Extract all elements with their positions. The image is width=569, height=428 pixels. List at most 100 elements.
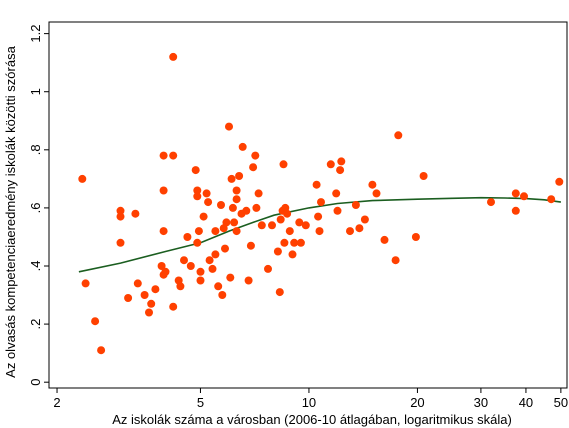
data-point <box>547 195 556 204</box>
x-tick-label: 50 <box>554 395 568 410</box>
data-point <box>211 227 220 236</box>
data-point <box>351 201 360 209</box>
data-point <box>169 302 178 311</box>
data-point <box>116 238 125 247</box>
data-point <box>360 215 369 224</box>
data-point <box>252 203 261 212</box>
x-axis: 2 5 10 20 30 40 50 <box>53 388 568 410</box>
data-point <box>372 189 381 198</box>
data-point <box>116 212 125 221</box>
data-point <box>194 227 203 236</box>
data-point <box>151 285 160 294</box>
data-point <box>225 122 233 131</box>
y-tick-label: .8 <box>28 144 43 155</box>
fit-line <box>78 196 562 273</box>
data-point <box>205 256 214 265</box>
x-tick-label: 30 <box>474 395 488 410</box>
data-point <box>346 227 354 236</box>
y-tick-label: 1.2 <box>28 25 43 43</box>
x-axis-title: Az iskolák száma a városban (2006-10 átl… <box>112 412 512 427</box>
data-point <box>295 218 304 227</box>
data-point <box>336 166 345 175</box>
data-point <box>232 186 241 195</box>
data-point <box>161 267 170 276</box>
data-point <box>315 227 324 236</box>
data-point <box>279 160 288 169</box>
data-point <box>257 221 266 230</box>
data-point <box>249 163 258 172</box>
data-point <box>368 180 377 189</box>
data-point <box>159 227 168 236</box>
points-layer <box>78 52 564 355</box>
data-point <box>176 282 185 291</box>
y-tick-label: 1 <box>28 88 43 95</box>
plot-area-frame <box>48 21 568 389</box>
data-point <box>246 241 255 250</box>
data-point <box>511 189 520 198</box>
data-point <box>214 282 223 291</box>
data-point <box>222 218 231 227</box>
data-point <box>97 346 106 355</box>
data-point <box>159 186 168 195</box>
data-point <box>78 174 87 183</box>
data-point <box>275 288 284 297</box>
data-point <box>218 291 227 299</box>
data-point <box>169 52 178 61</box>
data-point <box>419 172 428 180</box>
data-point <box>290 238 299 247</box>
data-point <box>317 198 325 207</box>
x-tick-label: 5 <box>197 395 204 410</box>
data-point <box>244 276 253 285</box>
data-point <box>520 192 528 201</box>
x-tick-label: 40 <box>519 395 533 410</box>
data-point <box>276 215 285 224</box>
x-tick-label: 10 <box>302 395 316 410</box>
data-point <box>208 264 217 273</box>
data-point <box>211 250 220 259</box>
data-point <box>242 206 251 215</box>
x-tick-label: 20 <box>410 395 424 410</box>
data-point <box>193 238 202 247</box>
data-point <box>555 177 564 186</box>
data-point <box>169 151 178 160</box>
data-point <box>145 308 153 317</box>
data-point <box>235 172 244 180</box>
data-point <box>221 244 229 253</box>
data-point <box>264 264 272 273</box>
x-tick-label: 2 <box>53 395 60 410</box>
data-point <box>116 206 125 215</box>
y-axis-title: Az olvasás kompetenciaeredmény iskolák k… <box>3 45 18 377</box>
data-point <box>196 267 205 276</box>
data-point <box>232 195 241 204</box>
data-point <box>301 221 310 230</box>
data-point <box>283 209 292 218</box>
data-point <box>312 180 321 189</box>
data-point <box>91 317 100 326</box>
data-point <box>285 227 294 236</box>
data-point <box>202 189 211 198</box>
data-point <box>391 256 400 265</box>
data-point <box>288 250 297 259</box>
data-point <box>226 273 235 282</box>
data-point <box>273 247 282 256</box>
y-tick-label: .2 <box>28 319 43 330</box>
data-point <box>337 157 346 166</box>
data-point <box>193 186 202 195</box>
data-point <box>157 262 166 270</box>
data-point <box>124 294 133 302</box>
data-point <box>180 256 188 265</box>
data-point <box>199 212 208 221</box>
data-point <box>196 276 205 285</box>
data-point <box>186 262 195 270</box>
y-tick-label: .6 <box>28 202 43 213</box>
data-point <box>268 221 276 230</box>
data-point <box>232 227 241 236</box>
data-point <box>191 166 200 175</box>
data-point <box>254 189 263 198</box>
data-point <box>193 192 202 201</box>
data-point <box>333 206 342 215</box>
y-tick-label: .4 <box>28 261 43 272</box>
data-point <box>217 201 225 209</box>
data-point <box>487 198 495 207</box>
